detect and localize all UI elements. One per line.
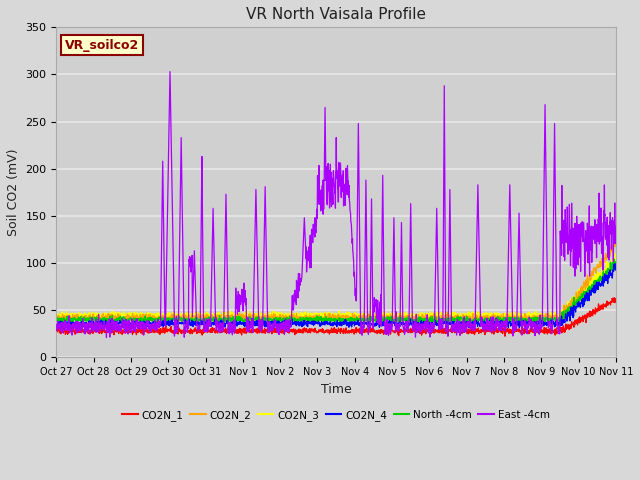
Legend: CO2N_1, CO2N_2, CO2N_3, CO2N_4, North -4cm, East -4cm: CO2N_1, CO2N_2, CO2N_3, CO2N_4, North -4… <box>118 406 554 425</box>
X-axis label: Time: Time <box>321 383 351 396</box>
Title: VR North Vaisala Profile: VR North Vaisala Profile <box>246 7 426 22</box>
Text: VR_soilco2: VR_soilco2 <box>65 39 139 52</box>
Y-axis label: Soil CO2 (mV): Soil CO2 (mV) <box>7 149 20 236</box>
